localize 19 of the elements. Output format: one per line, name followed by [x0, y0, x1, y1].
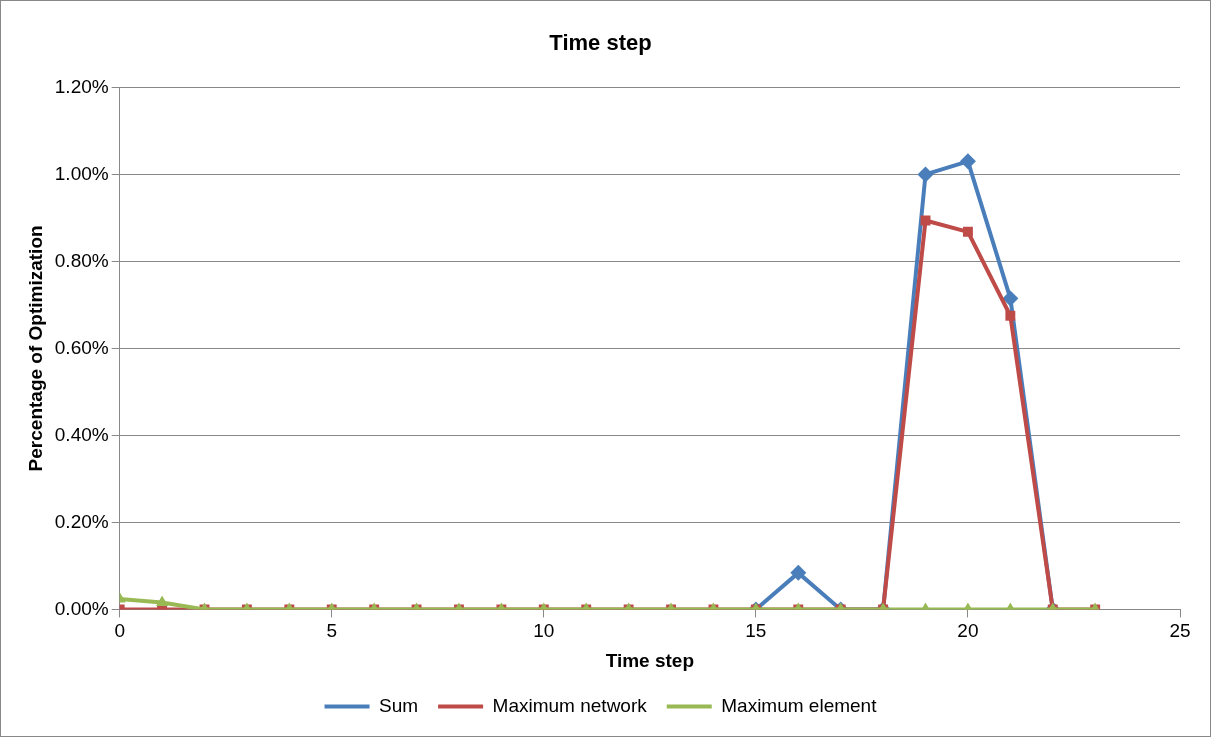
y-tick-label: 0.20%	[54, 510, 109, 532]
x-axis-title: Time step	[605, 649, 695, 671]
x-tick-label: 5	[326, 620, 338, 642]
legend-label: Maximum network	[492, 694, 648, 716]
x-tick-label: 0	[114, 620, 125, 642]
y-tick-label: 0.80%	[54, 249, 109, 271]
x-tick-label: 25	[1169, 620, 1191, 642]
x-tick-label: 10	[533, 620, 555, 642]
legend-label: Sum	[379, 694, 419, 716]
y-tick-label: 0.00%	[54, 597, 109, 619]
x-tick-label: 20	[957, 620, 979, 642]
y-tick-label: 1.00%	[54, 162, 109, 184]
y-tick-label: 0.60%	[54, 336, 109, 358]
y-axis-title: Percentage of Optimization	[24, 225, 46, 472]
y-tick-label: 1.20%	[54, 75, 109, 97]
x-tick-label: 15	[745, 620, 767, 642]
legend-label: Maximum element	[721, 694, 878, 716]
chart-title: Time step	[549, 30, 652, 56]
y-tick-label: 0.40%	[54, 423, 109, 445]
